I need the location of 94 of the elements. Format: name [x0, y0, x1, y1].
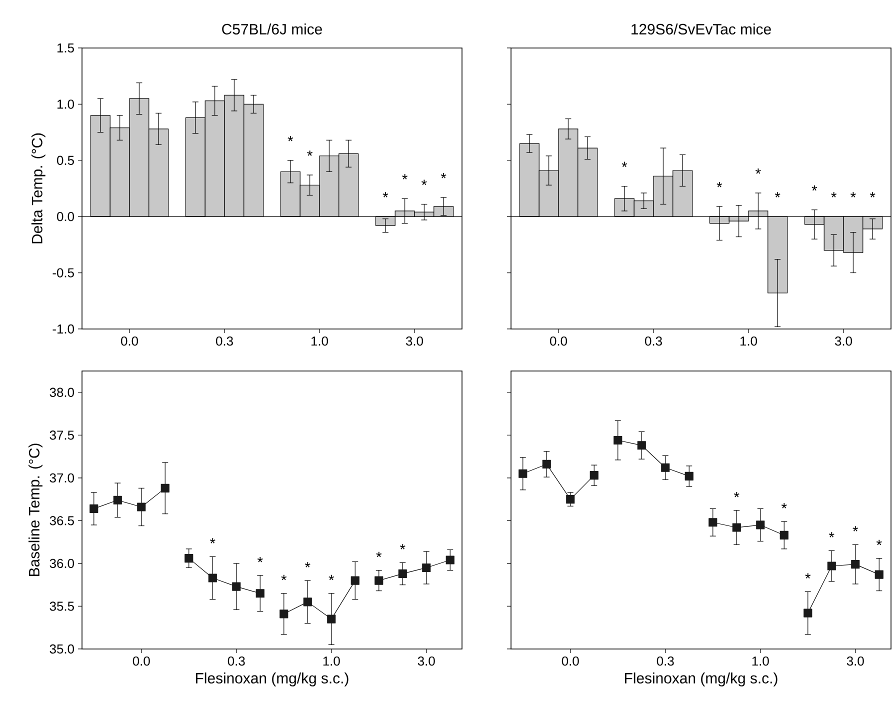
- point: [518, 469, 528, 478]
- y-tick-label: 36.5: [50, 516, 74, 526]
- data-label: *: [852, 526, 858, 532]
- point: [446, 556, 454, 564]
- x-tick-label: 0.3: [645, 336, 662, 346]
- data-label: *: [281, 574, 287, 580]
- x-tick-label: 3.0: [406, 336, 424, 346]
- y-tick-label: 1.0: [57, 100, 74, 109]
- data-label: *: [622, 162, 628, 168]
- point: [184, 554, 194, 563]
- point: [590, 471, 598, 480]
- data-label: *: [376, 552, 382, 558]
- point: [542, 460, 551, 469]
- point: [256, 589, 264, 598]
- x-tick-label: 1.0: [323, 656, 340, 666]
- point: [90, 504, 98, 513]
- point: [566, 495, 575, 504]
- y-tick-label: 37.0: [50, 473, 74, 482]
- data-label: *: [400, 544, 406, 550]
- data-label: *: [734, 492, 740, 498]
- x-axis-title: Flesinoxan (mg/kg s.c.): [196, 672, 348, 686]
- y-axis-title: Baseline Temp. (°C): [28, 444, 42, 576]
- y-tick-label: 35.0: [50, 644, 74, 654]
- data-label: *: [812, 185, 818, 191]
- data-label: *: [440, 173, 446, 178]
- x-tick-label: 0.3: [656, 656, 674, 666]
- point: [827, 562, 836, 570]
- point: [137, 502, 146, 512]
- point: [422, 563, 431, 572]
- x-tick-label: 3.0: [418, 656, 435, 666]
- x-axis-title: Flesinoxan (mg/kg s.c.): [624, 672, 778, 686]
- x-tick-label: 3.0: [846, 656, 864, 666]
- data-label: *: [402, 174, 408, 180]
- point: [732, 523, 741, 532]
- y-tick-label: 36.0: [50, 558, 74, 568]
- point: [280, 610, 288, 618]
- point: [874, 570, 884, 579]
- data-label: *: [876, 540, 882, 546]
- x-tick-label: 1.0: [740, 336, 758, 346]
- x-tick-label: 0.0: [132, 656, 150, 666]
- point: [208, 574, 217, 582]
- x-tick-label: 0.0: [121, 336, 138, 346]
- point: [851, 560, 860, 569]
- y-tick-label: 1.5: [57, 43, 74, 52]
- point: [303, 598, 312, 606]
- chart-title: C57BL/6J mice: [222, 24, 322, 34]
- x-tick-label: 1.0: [752, 656, 769, 666]
- point: [160, 484, 170, 492]
- data-label: *: [774, 192, 780, 198]
- data-label: *: [781, 503, 787, 508]
- point: [661, 463, 670, 472]
- data-label: *: [716, 182, 722, 188]
- y-tick-label: 35.5: [50, 602, 74, 611]
- x-tick-label: 0.3: [228, 656, 245, 666]
- point: [708, 518, 718, 527]
- data-label: *: [307, 150, 312, 156]
- data-label: *: [382, 192, 388, 198]
- data-label: *: [328, 574, 334, 580]
- point: [804, 608, 812, 618]
- data-label: *: [257, 556, 263, 562]
- point: [637, 441, 646, 450]
- data-label: *: [831, 192, 836, 198]
- point: [614, 436, 622, 445]
- point: [232, 582, 241, 591]
- x-tick-label: 0.0: [562, 656, 579, 666]
- data-label: *: [870, 192, 876, 198]
- x-tick-label: 0.3: [216, 336, 233, 346]
- y-tick-label: 38.0: [50, 388, 74, 397]
- point: [374, 576, 384, 585]
- chart-title: 129S6/SvEvTac mice: [632, 24, 771, 34]
- data-label: *: [422, 180, 427, 186]
- data-label: *: [210, 538, 216, 544]
- point: [398, 569, 407, 578]
- data-label: *: [288, 136, 294, 142]
- y-tick-label: 0.5: [57, 156, 74, 165]
- data-label: *: [850, 192, 856, 198]
- data-label: *: [756, 168, 761, 174]
- y-tick-label: -0.5: [52, 268, 74, 278]
- data-label: *: [828, 532, 834, 538]
- y-tick-label: 0.0: [57, 212, 74, 222]
- x-tick-label: 3.0: [835, 336, 852, 346]
- y-tick-label: 37.5: [50, 430, 74, 440]
- point: [780, 530, 788, 540]
- point: [350, 576, 360, 585]
- y-tick-label: -1.0: [52, 324, 74, 334]
- x-tick-label: 1.0: [311, 336, 328, 346]
- point: [756, 520, 765, 530]
- point: [684, 472, 694, 480]
- x-tick-label: 0.0: [550, 336, 568, 346]
- point: [327, 614, 336, 624]
- point: [113, 496, 122, 504]
- data-label: *: [304, 562, 310, 568]
- data-label: *: [805, 573, 811, 578]
- y-axis-title: Delta Temp. (°C): [31, 133, 46, 244]
